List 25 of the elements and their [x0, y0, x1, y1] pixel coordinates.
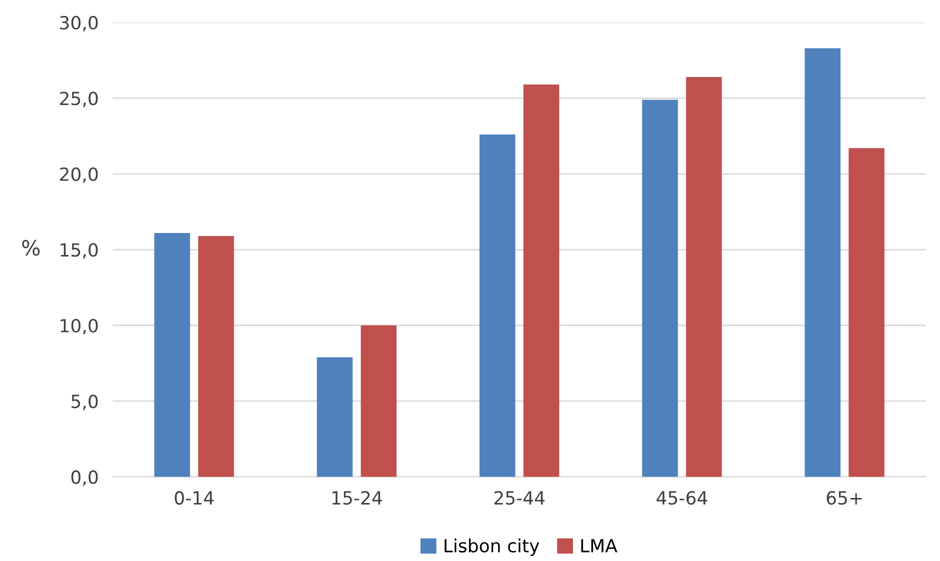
- bar: [642, 100, 678, 477]
- bar: [686, 76, 722, 477]
- x-tick-label: 15-24: [332, 491, 382, 505]
- y-tick-label: 20,0: [60, 167, 98, 183]
- bar: [523, 84, 560, 477]
- bar: [848, 148, 884, 477]
- x-tick-label: 45-64: [656, 491, 708, 505]
- bar: [154, 232, 190, 477]
- x-tick-label: 0-14: [174, 491, 214, 505]
- x-tick-label: 65+: [826, 491, 862, 505]
- y-tick-label: 5,0: [72, 394, 98, 410]
- y-tick-label: 0,0: [71, 470, 98, 486]
- bar: [804, 48, 841, 477]
- bar: [198, 236, 234, 477]
- bar: [316, 357, 353, 477]
- bar: [480, 134, 516, 477]
- x-tick-label: 25-44: [494, 491, 545, 505]
- bar: [360, 325, 397, 477]
- y-tick-label: 10,0: [60, 318, 98, 334]
- legend-label: Lisbon city: [444, 538, 540, 556]
- y-tick-label: 30,0: [60, 16, 98, 32]
- y-tick-label: 15,0: [60, 243, 98, 259]
- legend-label: LMA: [581, 539, 618, 552]
- y-axis-title: %: [22, 240, 40, 256]
- y-tick-label: 25,0: [60, 92, 98, 108]
